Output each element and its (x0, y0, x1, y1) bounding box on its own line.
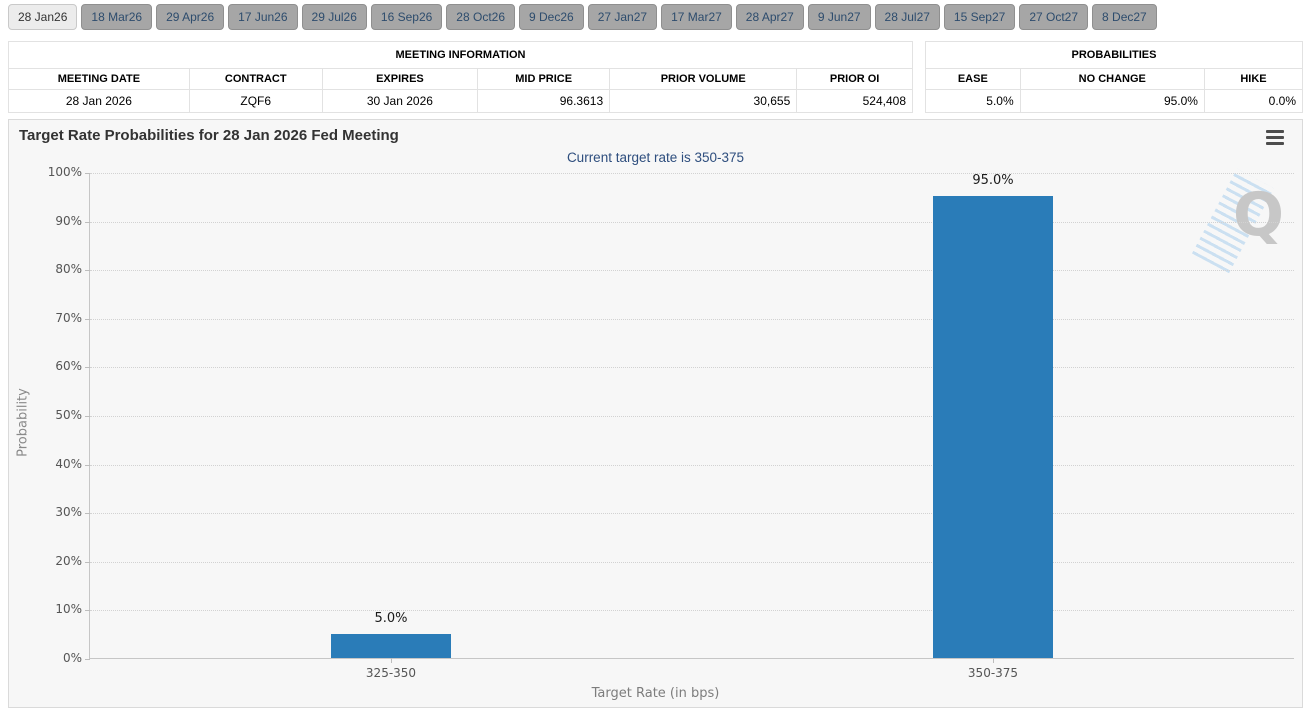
x-category-label: 325-350 (365, 666, 417, 680)
bar-value-label: 95.0% (972, 173, 1014, 189)
gridline (90, 464, 1294, 466)
x-axis-title: Target Rate (in bps) (591, 686, 720, 701)
chart-title: Target Rate Probabilities for 28 Jan 202… (19, 127, 399, 144)
mid-price-value: 96.3613 (477, 89, 611, 113)
meeting-tab-16-sep26[interactable]: 16 Sep26 (370, 4, 443, 30)
meeting-information-table: MEETING INFORMATION MEETING DATE CONTRAC… (8, 41, 913, 113)
y-axis-tick (85, 221, 90, 223)
x-category-label: 350-375 (967, 666, 1019, 680)
meeting-information-title: MEETING INFORMATION (8, 41, 913, 69)
meeting-tab-9-jun27[interactable]: 9 Jun27 (807, 4, 871, 30)
contract-value: ZQF6 (188, 89, 323, 113)
hamburger-menu-icon[interactable] (1266, 130, 1284, 148)
y-tick-label: 0% (62, 651, 82, 665)
meeting-tab-29-jul26[interactable]: 29 Jul26 (301, 4, 367, 30)
meeting-tab-27-jan27[interactable]: 27 Jan27 (587, 4, 658, 30)
meeting-date-value: 28 Jan 2026 (8, 89, 190, 113)
y-axis-tick (85, 270, 90, 272)
bar-value-label: 5.0% (374, 610, 408, 626)
y-axis-tick (85, 659, 90, 660)
col-hike: HIKE (1203, 68, 1304, 90)
y-tick-label: 70% (55, 310, 82, 325)
meeting-tab-9-dec26[interactable]: 9 Dec26 (519, 4, 584, 30)
y-axis-tick (85, 561, 90, 563)
y-axis-tick (85, 513, 90, 515)
meeting-tab-8-dec27[interactable]: 8 Dec27 (1092, 4, 1157, 30)
meeting-tab-28-apr27[interactable]: 28 Apr27 (735, 4, 804, 30)
y-axis-tick (85, 367, 90, 369)
gridline (90, 561, 1294, 563)
gridline (90, 173, 1294, 174)
meeting-tab-28-jan26[interactable]: 28 Jan26 (8, 4, 78, 30)
chart-panel: Target Rate Probabilities for 28 Jan 202… (8, 119, 1303, 708)
meeting-tab-29-apr26[interactable]: 29 Apr26 (156, 4, 225, 30)
y-tick-label: 40% (55, 456, 82, 471)
col-no-change: NO CHANGE (1019, 68, 1205, 90)
meeting-tab-17-mar27[interactable]: 17 Mar27 (661, 4, 732, 30)
col-mid-price: MID PRICE (477, 68, 611, 90)
x-axis-tick (390, 658, 392, 663)
y-axis-title: Probability (15, 388, 31, 457)
chart-subtitle: Current target rate is 350-375 (566, 150, 745, 165)
gridline (90, 610, 1294, 612)
y-tick-label: 20% (55, 553, 82, 568)
meeting-tab-28-oct26[interactable]: 28 Oct26 (446, 4, 515, 30)
y-axis-tick (85, 318, 90, 320)
gridline (90, 416, 1294, 417)
ease-value: 5.0% (925, 89, 1021, 113)
quikstrike-watermark-logo: Q (1191, 168, 1288, 274)
col-expires: EXPIRES (321, 68, 479, 90)
prior-volume-value: 30,655 (609, 89, 798, 113)
y-tick-label: 100% (47, 165, 82, 179)
y-axis-tick (85, 416, 90, 417)
probabilities-title: PROBABILITIES (925, 41, 1303, 69)
y-tick-label: 60% (55, 359, 82, 374)
bar-325-350[interactable] (331, 633, 451, 658)
y-axis-tick (85, 173, 90, 174)
x-axis-tick (992, 658, 994, 663)
hike-value: 0.0% (1203, 89, 1304, 113)
y-tick-label: 80% (55, 262, 82, 277)
meeting-tab-15-sep27[interactable]: 15 Sep27 (943, 4, 1016, 30)
prior-oi-value: 524,408 (796, 89, 913, 113)
y-tick-label: 10% (55, 602, 82, 617)
y-tick-label: 30% (55, 505, 82, 520)
col-ease: EASE (925, 68, 1021, 90)
y-axis-tick (85, 464, 90, 466)
probabilities-table: PROBABILITIES EASE NO CHANGE HIKE 5.0% 9… (925, 41, 1304, 113)
col-prior-volume: PRIOR VOLUME (609, 68, 798, 90)
meeting-tab-28-jul27[interactable]: 28 Jul27 (874, 4, 940, 30)
plot-area: Q 0% 10% 20% 30% 40% 50% 60% 70% 80% 90% 100% 5.0% 3… (48, 165, 1294, 680)
gridline (90, 221, 1294, 223)
expires-value: 30 Jan 2026 (321, 89, 479, 113)
gridline (90, 367, 1294, 369)
y-axis-tick (85, 610, 90, 612)
y-tick-label: 90% (55, 213, 82, 228)
meeting-information-row: 28 Jan 2026 ZQF6 30 Jan 2026 96.3613 30,… (8, 89, 913, 113)
probabilities-row: 5.0% 95.0% 0.0% (925, 89, 1304, 113)
summary-tables: MEETING INFORMATION MEETING DATE CONTRAC… (8, 41, 1304, 113)
col-contract: CONTRACT (188, 68, 323, 90)
col-meeting-date: MEETING DATE (8, 68, 190, 90)
meeting-date-tabs: 28 Jan26 18 Mar26 29 Apr26 17 Jun26 29 Jul26… (0, 0, 1311, 30)
meeting-tab-18-mar26[interactable]: 18 Mar26 (81, 4, 153, 30)
meeting-tab-17-jun26[interactable]: 17 Jun26 (228, 4, 298, 30)
gridline (90, 513, 1294, 515)
gridline (90, 270, 1294, 272)
bar-350-375[interactable] (933, 196, 1053, 658)
y-tick-label: 50% (55, 408, 82, 422)
watermark-q-letter: Q (1232, 180, 1284, 250)
col-prior-oi: PRIOR OI (796, 68, 913, 90)
no-change-value: 95.0% (1019, 89, 1205, 113)
gridline (90, 318, 1294, 320)
meeting-tab-27-oct27[interactable]: 27 Oct27 (1019, 4, 1089, 30)
